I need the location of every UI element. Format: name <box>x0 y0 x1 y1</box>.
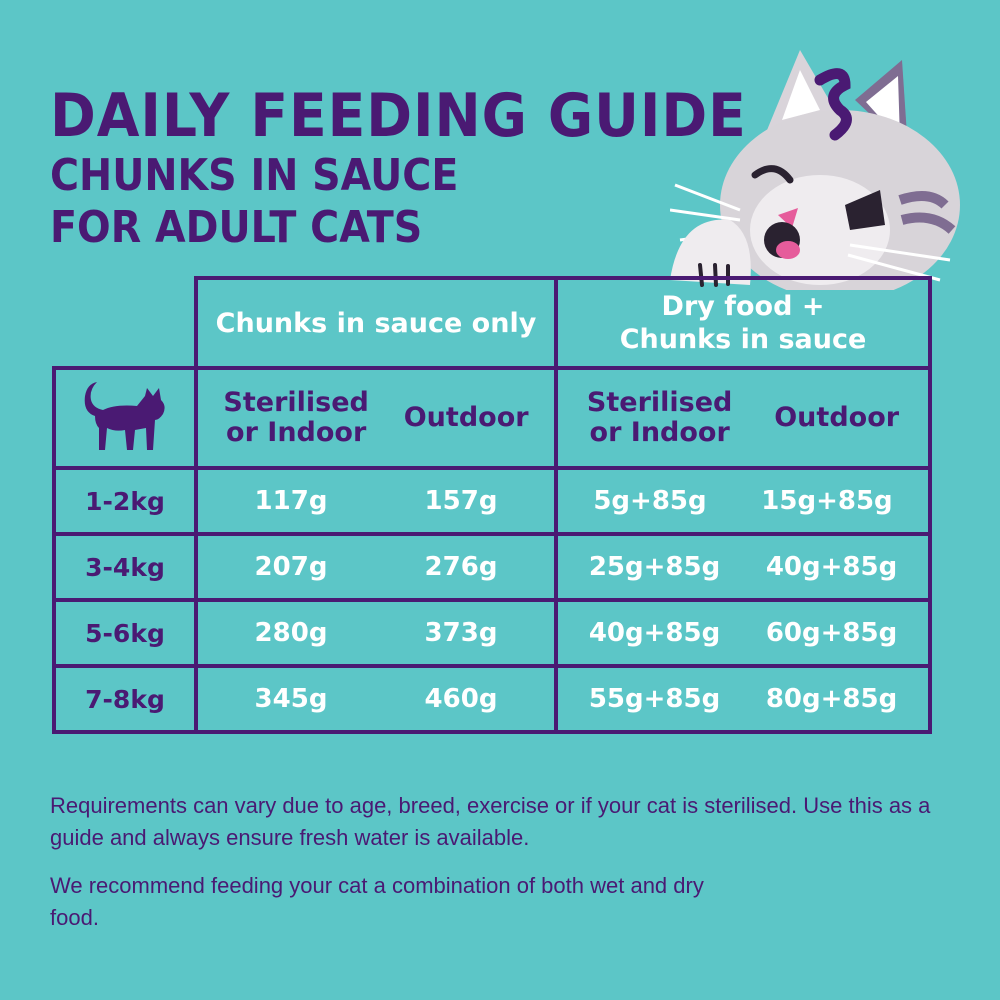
cat-icon-cell <box>52 366 198 470</box>
value-sterilised: 280g <box>254 618 328 648</box>
table-corner-blank <box>54 278 198 370</box>
value-outdoor: 80g+85g <box>765 684 898 714</box>
requirements-note: Requirements can vary due to age, breed,… <box>50 793 931 850</box>
weight-cell: 3-4kg <box>52 532 198 602</box>
page-title: DAILY FEEDING GUIDE <box>50 81 747 151</box>
mixed-cell: 25g+85g 40g+85g <box>554 532 932 602</box>
subheader-sterilised-2: Sterilised or Indoor <box>586 387 733 448</box>
recommendation-note: We recommend feeding your cat a combinat… <box>50 873 704 930</box>
weight-cell: 1-2kg <box>52 466 198 536</box>
value-outdoor: 15g+85g <box>761 486 893 516</box>
value-sterilised: 117g <box>254 486 328 516</box>
mixed-cell: 40g+85g 60g+85g <box>554 598 932 668</box>
cat-mascot-illustration <box>670 50 960 290</box>
subheader-row: Sterilised or Indoor Outdoor Sterilised … <box>52 366 932 470</box>
value-outdoor: 276g <box>424 552 498 582</box>
wet-only-cell: 280g 373g <box>194 598 558 668</box>
wet-only-cell: 345g 460g <box>194 664 558 734</box>
cat-silhouette-icon <box>84 382 165 450</box>
subheader-mixed: Sterilised or Indoor Outdoor <box>554 366 932 470</box>
mixed-cell: 5g+85g 15g+85g <box>554 466 932 536</box>
value-sterilised: 40g+85g <box>588 618 721 648</box>
group-header-row: Chunks in sauce only Dry food + Chunks i… <box>54 276 932 370</box>
weight-cell: 7-8kg <box>52 664 198 734</box>
value-sterilised: 55g+85g <box>588 684 721 714</box>
group-header-wet-only: Chunks in sauce only <box>194 276 558 370</box>
subtitle-line-2: FOR ADULT CATS <box>50 202 423 253</box>
wet-only-cell: 207g 276g <box>194 532 558 602</box>
value-sterilised: 5g+85g <box>593 486 707 516</box>
subtitle-line-1: CHUNKS IN SAUCE <box>50 150 459 201</box>
subheader-outdoor-2: Outdoor <box>774 402 900 433</box>
value-outdoor: 460g <box>424 684 498 714</box>
feeding-table: Chunks in sauce only Dry food + Chunks i… <box>52 276 932 734</box>
table-row: 3-4kg 207g 276g 25g+85g 40g+85g <box>52 532 932 602</box>
value-sterilised: 345g <box>254 684 328 714</box>
subheader-sterilised-1: Sterilised or Indoor <box>223 387 369 448</box>
value-sterilised: 207g <box>254 552 328 582</box>
value-outdoor: 157g <box>424 486 498 516</box>
subheader-wet-only: Sterilised or Indoor Outdoor <box>194 366 558 470</box>
mixed-cell: 55g+85g 80g+85g <box>554 664 932 734</box>
value-outdoor: 40g+85g <box>765 552 898 582</box>
wet-only-cell: 117g 157g <box>194 466 558 536</box>
page-subtitle: CHUNKS IN SAUCE FOR ADULT CATS <box>50 150 458 254</box>
value-outdoor: 373g <box>424 618 498 648</box>
group-header-mixed: Dry food + Chunks in sauce <box>554 276 932 370</box>
table-row: 1-2kg 117g 157g 5g+85g 15g+85g <box>52 466 932 536</box>
table-row: 5-6kg 280g 373g 40g+85g 60g+85g <box>52 598 932 668</box>
table-row: 7-8kg 345g 460g 55g+85g 80g+85g <box>52 664 932 734</box>
value-outdoor: 60g+85g <box>765 618 898 648</box>
value-sterilised: 25g+85g <box>588 552 721 582</box>
weight-cell: 5-6kg <box>52 598 198 668</box>
subheader-outdoor-1: Outdoor <box>403 402 529 433</box>
